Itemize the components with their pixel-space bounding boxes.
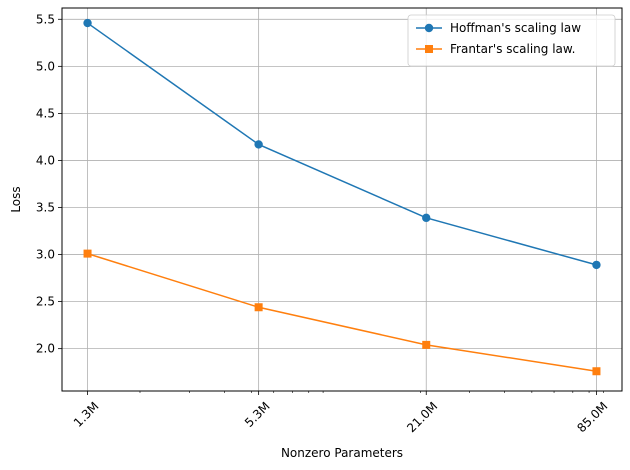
x-tick-label: 85.0M [574, 399, 610, 435]
y-tick-label: 5.0 [36, 59, 55, 73]
y-tick-label: 2.0 [36, 342, 55, 356]
x-axis: 1.3M 5.3M 21.0M 85.0M [71, 391, 611, 435]
data-point [422, 340, 431, 349]
data-point [83, 18, 92, 28]
y-axis: 2.0 2.5 3.0 3.5 4.0 4.5 5.0 5.5 [36, 12, 62, 356]
data-point [254, 140, 263, 149]
legend-label: Hoffman's scaling law [450, 21, 581, 35]
series-line [87, 22, 597, 266]
legend-item: Frantar's scaling law. [416, 42, 575, 56]
data-point [592, 367, 601, 376]
legend-box [407, 14, 616, 67]
legend-label: Frantar's scaling law. [450, 42, 575, 56]
legend-marker [425, 45, 433, 53]
y-tick-label: 2.5 [36, 295, 55, 309]
x-tick-label: 21.0M [404, 399, 440, 435]
grid-lines [62, 8, 622, 391]
data-point [83, 249, 92, 258]
plot-area-frame [61, 7, 623, 392]
series-2 [83, 249, 601, 376]
series-1 [83, 18, 601, 270]
y-tick-label: 5.5 [36, 12, 55, 26]
legend-item: Hoffman's scaling law [416, 21, 581, 35]
legend-marker [424, 23, 434, 33]
y-tick-label: 3.5 [36, 200, 55, 214]
x-tick-label: 5.3M [242, 399, 273, 430]
data-point [422, 213, 431, 223]
series-group [83, 18, 601, 376]
x-tick-label: 1.3M [71, 399, 102, 430]
data-point [254, 303, 263, 312]
y-tick-label: 4.5 [36, 106, 55, 120]
y-tick-label: 4.0 [36, 153, 55, 167]
series-line [87, 252, 597, 372]
x-axis-title: Nonzero Parameters [281, 446, 403, 460]
y-tick-label: 3.0 [36, 248, 55, 262]
legend: Hoffman's scaling law Frantar's scaling l… [407, 14, 616, 67]
data-point [592, 260, 601, 270]
y-axis-title: Loss [9, 186, 23, 212]
